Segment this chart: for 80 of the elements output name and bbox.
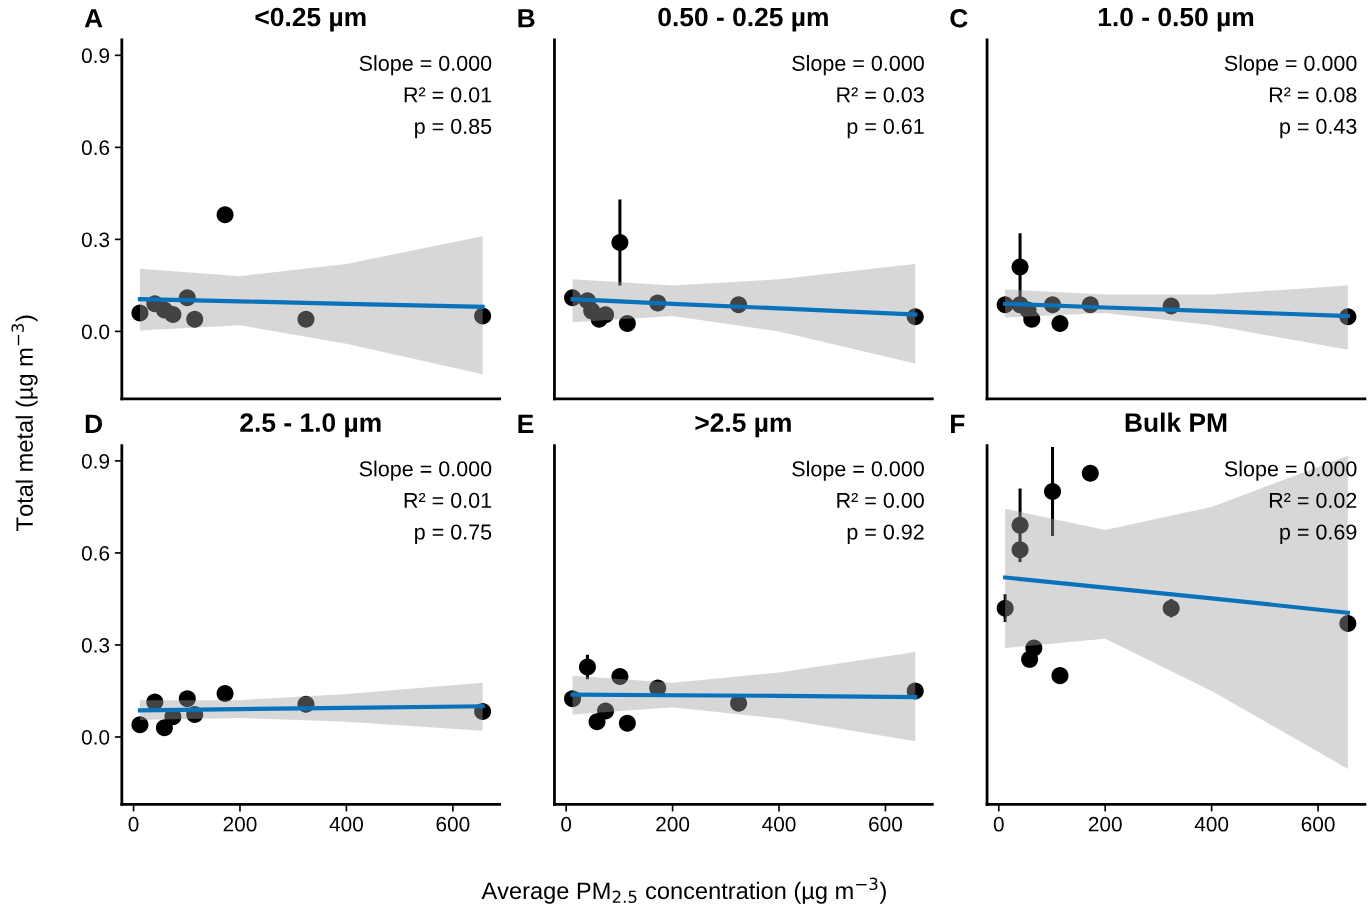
- point: [178, 690, 196, 708]
- text: B: [518, 9, 535, 28]
- point: [611, 668, 629, 686]
- chart-title: >2.5 µm: [695, 413, 791, 438]
- annotation: R² = 0.00: [837, 492, 924, 509]
- point: [131, 716, 149, 734]
- x-tick-label: 600: [869, 816, 903, 832]
- x-tick-label: 400: [762, 816, 796, 832]
- point: [1051, 314, 1069, 332]
- point: [1011, 258, 1029, 276]
- annotation: R² = 0.02: [1269, 492, 1357, 509]
- annotation: Slope = 0.000: [359, 55, 492, 76]
- x-tick-label: 0: [993, 816, 1004, 832]
- x-tick-label: 400: [1194, 816, 1229, 832]
- annotation: p = 0.69: [1280, 524, 1357, 544]
- x-tick-label: 200: [1088, 816, 1122, 832]
- text: A: [84, 9, 103, 28]
- point: [618, 314, 636, 332]
- text: C: [950, 8, 968, 28]
- y-tick-label: 0.3: [81, 637, 110, 653]
- point: [474, 307, 492, 325]
- x-axis-title: Average PM$_{2.5}$ concentration (µg m$^{−3}$): [481, 877, 886, 904]
- point: [1025, 639, 1043, 657]
- y-tick-label: 0.9: [81, 453, 110, 469]
- point: [1023, 310, 1041, 328]
- chart-title: 2.5 - 1.0 µm: [240, 413, 381, 438]
- point: [1081, 464, 1099, 482]
- x-tick-label: 200: [656, 816, 690, 832]
- y-axis-title: Total metal (µg m$^{−3}$): [11, 315, 38, 531]
- y-tick-label: 0.0: [81, 324, 110, 340]
- text: F: [951, 414, 965, 433]
- chart-title: Bulk PM: [1125, 412, 1227, 432]
- point: [578, 658, 596, 676]
- point: [131, 304, 149, 322]
- chart-title: <0.25 µm: [255, 7, 366, 32]
- annotation: p = 0.85: [415, 118, 492, 139]
- point: [216, 684, 234, 702]
- annotation: p = 0.92: [847, 524, 924, 544]
- point: [216, 206, 234, 224]
- annotation: R² = 0.01: [404, 492, 492, 509]
- annotation: R² = 0.08: [1269, 87, 1357, 103]
- y-tick-label: 0.6: [81, 545, 110, 561]
- annotation: Slope = 0.000: [359, 460, 492, 481]
- annotation: p = 0.43: [1280, 118, 1357, 139]
- annotation: R² = 0.01: [404, 87, 492, 103]
- point: [1011, 541, 1029, 559]
- point: [1339, 614, 1357, 632]
- annotation: p = 0.61: [847, 118, 924, 139]
- point: [597, 702, 615, 720]
- annotation: R² = 0.03: [837, 87, 924, 103]
- point: [1011, 516, 1029, 534]
- chart-title: 0.50 - 0.25 µm: [658, 7, 828, 32]
- x-tick-label: 600: [1301, 816, 1335, 832]
- annotation: Slope = 0.000: [792, 460, 924, 481]
- point: [186, 310, 204, 328]
- point: [1162, 599, 1180, 617]
- text: D: [85, 414, 103, 433]
- point: [611, 233, 629, 251]
- y-tick-label: 0.9: [81, 48, 110, 64]
- y-tick-label: 0.3: [81, 232, 110, 248]
- y-tick-label: 0.6: [81, 140, 110, 156]
- x-tick-label: 0: [128, 816, 139, 832]
- x-tick-label: 600: [436, 816, 470, 832]
- annotation: Slope = 0.000: [792, 55, 924, 76]
- point: [996, 599, 1014, 617]
- y-tick-label: 0.0: [81, 729, 110, 745]
- annotation: Slope = 0.000: [1224, 460, 1357, 481]
- chart-title: 1.0 - 0.50 µm: [1098, 7, 1254, 32]
- x-tick-label: 0: [561, 816, 572, 832]
- point: [1051, 667, 1069, 685]
- annotation: Slope = 0.000: [1224, 55, 1357, 76]
- annotation: p = 0.75: [415, 524, 492, 544]
- x-tick-label: 400: [329, 816, 363, 832]
- point: [1044, 483, 1062, 501]
- point: [618, 714, 636, 732]
- x-tick-label: 200: [223, 816, 257, 832]
- point: [155, 719, 173, 737]
- point: [297, 310, 315, 328]
- point: [164, 306, 182, 324]
- text: E: [518, 414, 534, 433]
